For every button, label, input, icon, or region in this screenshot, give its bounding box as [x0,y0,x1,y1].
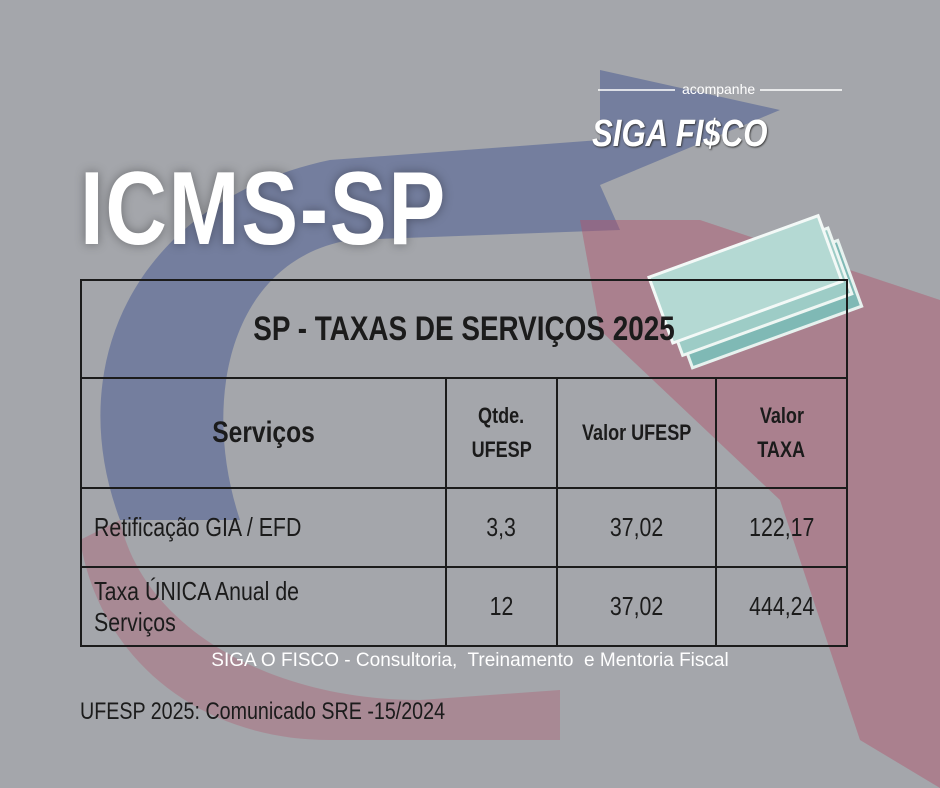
header-text: Qtde. [478,403,525,428]
header-cell: Valor TAXA [715,377,848,489]
header-line: Valor [717,399,846,433]
logo-word: SIGA [592,113,668,155]
data-cell: 122,17 [715,487,848,568]
data-cell: 37,02 [555,487,718,568]
data-cell: 3,3 [444,487,558,568]
blue-arrow [100,70,780,520]
data-cell: Taxa ÚNICA Anual de Serviços [80,566,447,647]
cell-text: 37,02 [609,591,664,621]
header-cell: Serviços [80,377,447,489]
note-text: UFESP 2025: Comunicado SRE -15/2024 [80,698,446,725]
table-title: SP - TAXAS DE SERVIÇOS 2025 [253,309,675,348]
cell-text: Retificação GIA / EFD [94,512,302,542]
data-cell: Retificação GIA / EFD [80,487,447,568]
header-line: TAXA [717,433,846,467]
data-cell: 444,24 [715,566,848,647]
header-row: Serviços Qtde. UFESP Valor UFESP Valor TAXA [80,377,848,489]
logo-word: FI$CO [675,113,768,155]
data-row: Taxa ÚNICA Anual de Serviços 12 37,02 444,2… [80,566,848,647]
title-text: ICMS-SP [80,151,447,267]
header-text: TAXA [757,437,806,462]
data-cell: 12 [444,566,558,647]
header-text: Serviços [212,416,315,449]
header-line: Serviços [82,416,445,450]
header-cell: Qtde. UFESP [444,377,558,489]
credit-text: SIGA O FISCO - Consultoria, Treinamento … [211,650,729,671]
credit: SIGA O FISCO - Consultoria, Treinamento … [0,650,940,672]
page-title: ICMS-SP [80,150,527,269]
title-row: SP - TAXAS DE SERVIÇOS 2025 [80,279,848,379]
header-line: UFESP [447,433,556,467]
logo: SIGA FI$CO [592,113,806,156]
logo-tagline: acompanhe [682,81,756,97]
header-text: Valor UFESP [581,420,692,445]
fee-table: SP - TAXAS DE SERVIÇOS 2025 Serviços Qtde.… [80,279,848,647]
header-line: Valor UFESP [558,416,716,450]
cell-text: 37,02 [609,512,664,542]
cell-text: 444,24 [749,591,815,621]
cell-text: 122,17 [749,512,815,542]
header-text: Valor [759,403,804,428]
header-cell: Valor UFESP [555,377,718,489]
header-text: UFESP [471,437,532,462]
data-row: Retificação GIA / EFD 3,3 37,02 122,17 [80,487,848,568]
title-cell: SP - TAXAS DE SERVIÇOS 2025 [80,279,848,379]
header-line: Qtde. [447,399,556,433]
data-cell: 37,02 [555,566,718,647]
cell-text: 12 [489,591,514,621]
red-arrow-lower [80,520,560,740]
cell-text: 3,3 [486,512,517,542]
cell-text: Taxa ÚNICA Anual de Serviços [94,575,300,637]
note: UFESP 2025: Comunicado SRE -15/2024 [80,698,525,726]
